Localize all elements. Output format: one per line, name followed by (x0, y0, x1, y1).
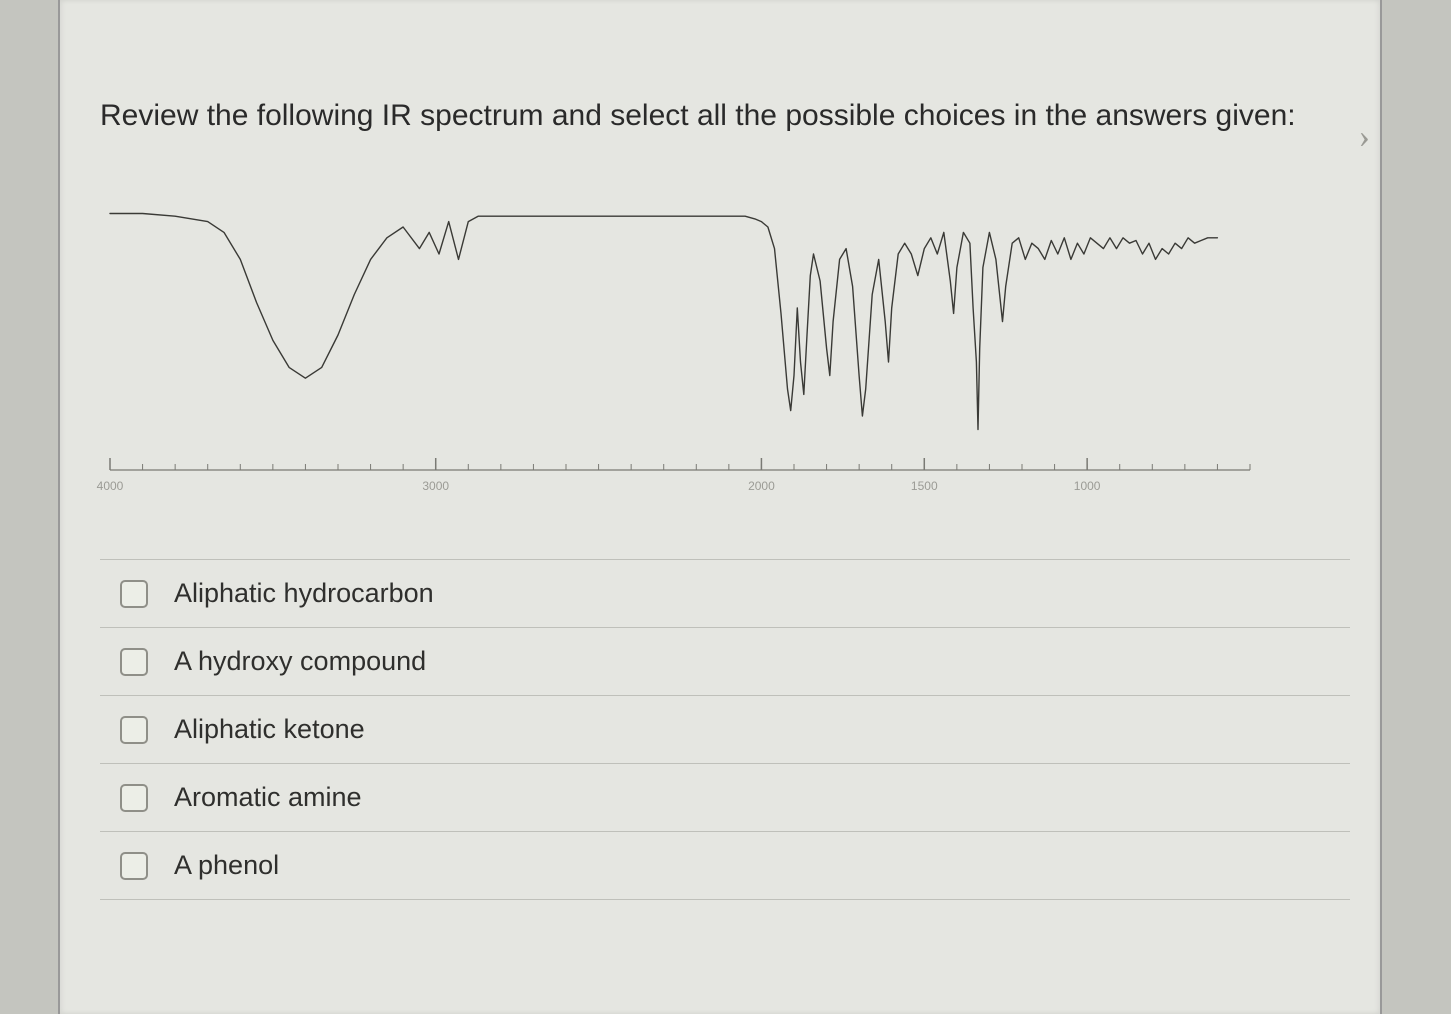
svg-text:4000: 4000 (97, 479, 124, 493)
choice-row[interactable]: A hydroxy compound (100, 627, 1350, 696)
checkbox[interactable] (120, 852, 148, 880)
svg-text:2000: 2000 (748, 479, 775, 493)
choice-row[interactable]: A phenol (100, 831, 1350, 900)
chevron-right-icon[interactable]: › (1359, 118, 1370, 156)
choice-label: Aliphatic hydrocarbon (174, 578, 434, 609)
question-panel: Review the following IR spectrum and sel… (58, 0, 1382, 1014)
svg-text:1000: 1000 (1074, 479, 1101, 493)
choice-row[interactable]: Aliphatic hydrocarbon (100, 559, 1350, 628)
question-prompt: Review the following IR spectrum and sel… (100, 92, 1300, 140)
choice-row[interactable]: Aromatic amine (100, 763, 1350, 832)
checkbox[interactable] (120, 716, 148, 744)
svg-text:3000: 3000 (422, 479, 449, 493)
checkbox[interactable] (120, 580, 148, 608)
checkbox[interactable] (120, 648, 148, 676)
choice-label: Aliphatic ketone (174, 714, 365, 745)
ir-spectrum-chart: 4000 3000 2000 1500 1000 (90, 190, 1270, 520)
checkbox[interactable] (120, 784, 148, 812)
choice-label: A hydroxy compound (174, 646, 426, 677)
answer-choices: Aliphatic hydrocarbon A hydroxy compound… (100, 560, 1350, 900)
choice-label: Aromatic amine (174, 782, 362, 813)
svg-text:1500: 1500 (911, 479, 938, 493)
choice-row[interactable]: Aliphatic ketone (100, 695, 1350, 764)
choice-label: A phenol (174, 850, 279, 881)
